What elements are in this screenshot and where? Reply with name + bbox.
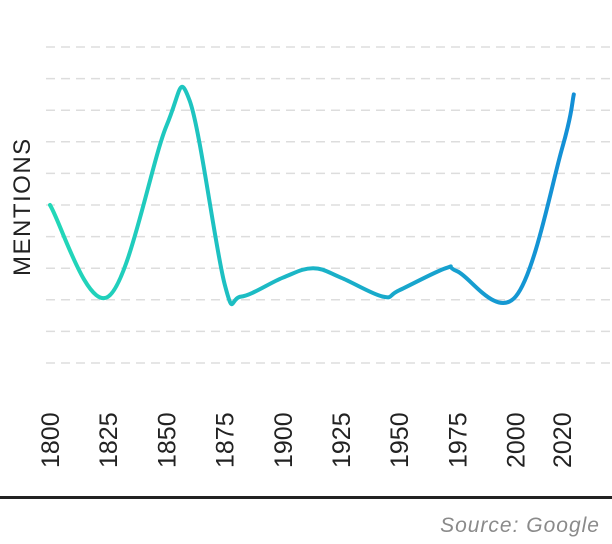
x-tick-label: 1975 (444, 412, 472, 468)
bottom-divider (0, 496, 612, 499)
x-tick-label: 2020 (549, 412, 577, 468)
x-tick-label: 1875 (212, 412, 240, 468)
x-tick-label: 1925 (328, 412, 356, 468)
x-tick-label: 1900 (270, 412, 298, 468)
gridlines (46, 46, 612, 364)
x-tick-label: 1950 (386, 412, 414, 468)
source-note: Source: Google (440, 514, 600, 537)
x-tick-label: 1825 (95, 412, 123, 468)
x-axis-ticks: 1800 1825 1850 1875 1900 1925 1950 1975 2000 2020 (37, 412, 577, 468)
mentions-line (48, 84, 576, 307)
x-tick-label: 1800 (37, 412, 65, 468)
y-axis-label: MENTIONS (9, 137, 36, 276)
series-mentions (48, 84, 576, 307)
x-tick-label: 2000 (503, 412, 531, 468)
x-tick-label: 1850 (153, 412, 181, 468)
